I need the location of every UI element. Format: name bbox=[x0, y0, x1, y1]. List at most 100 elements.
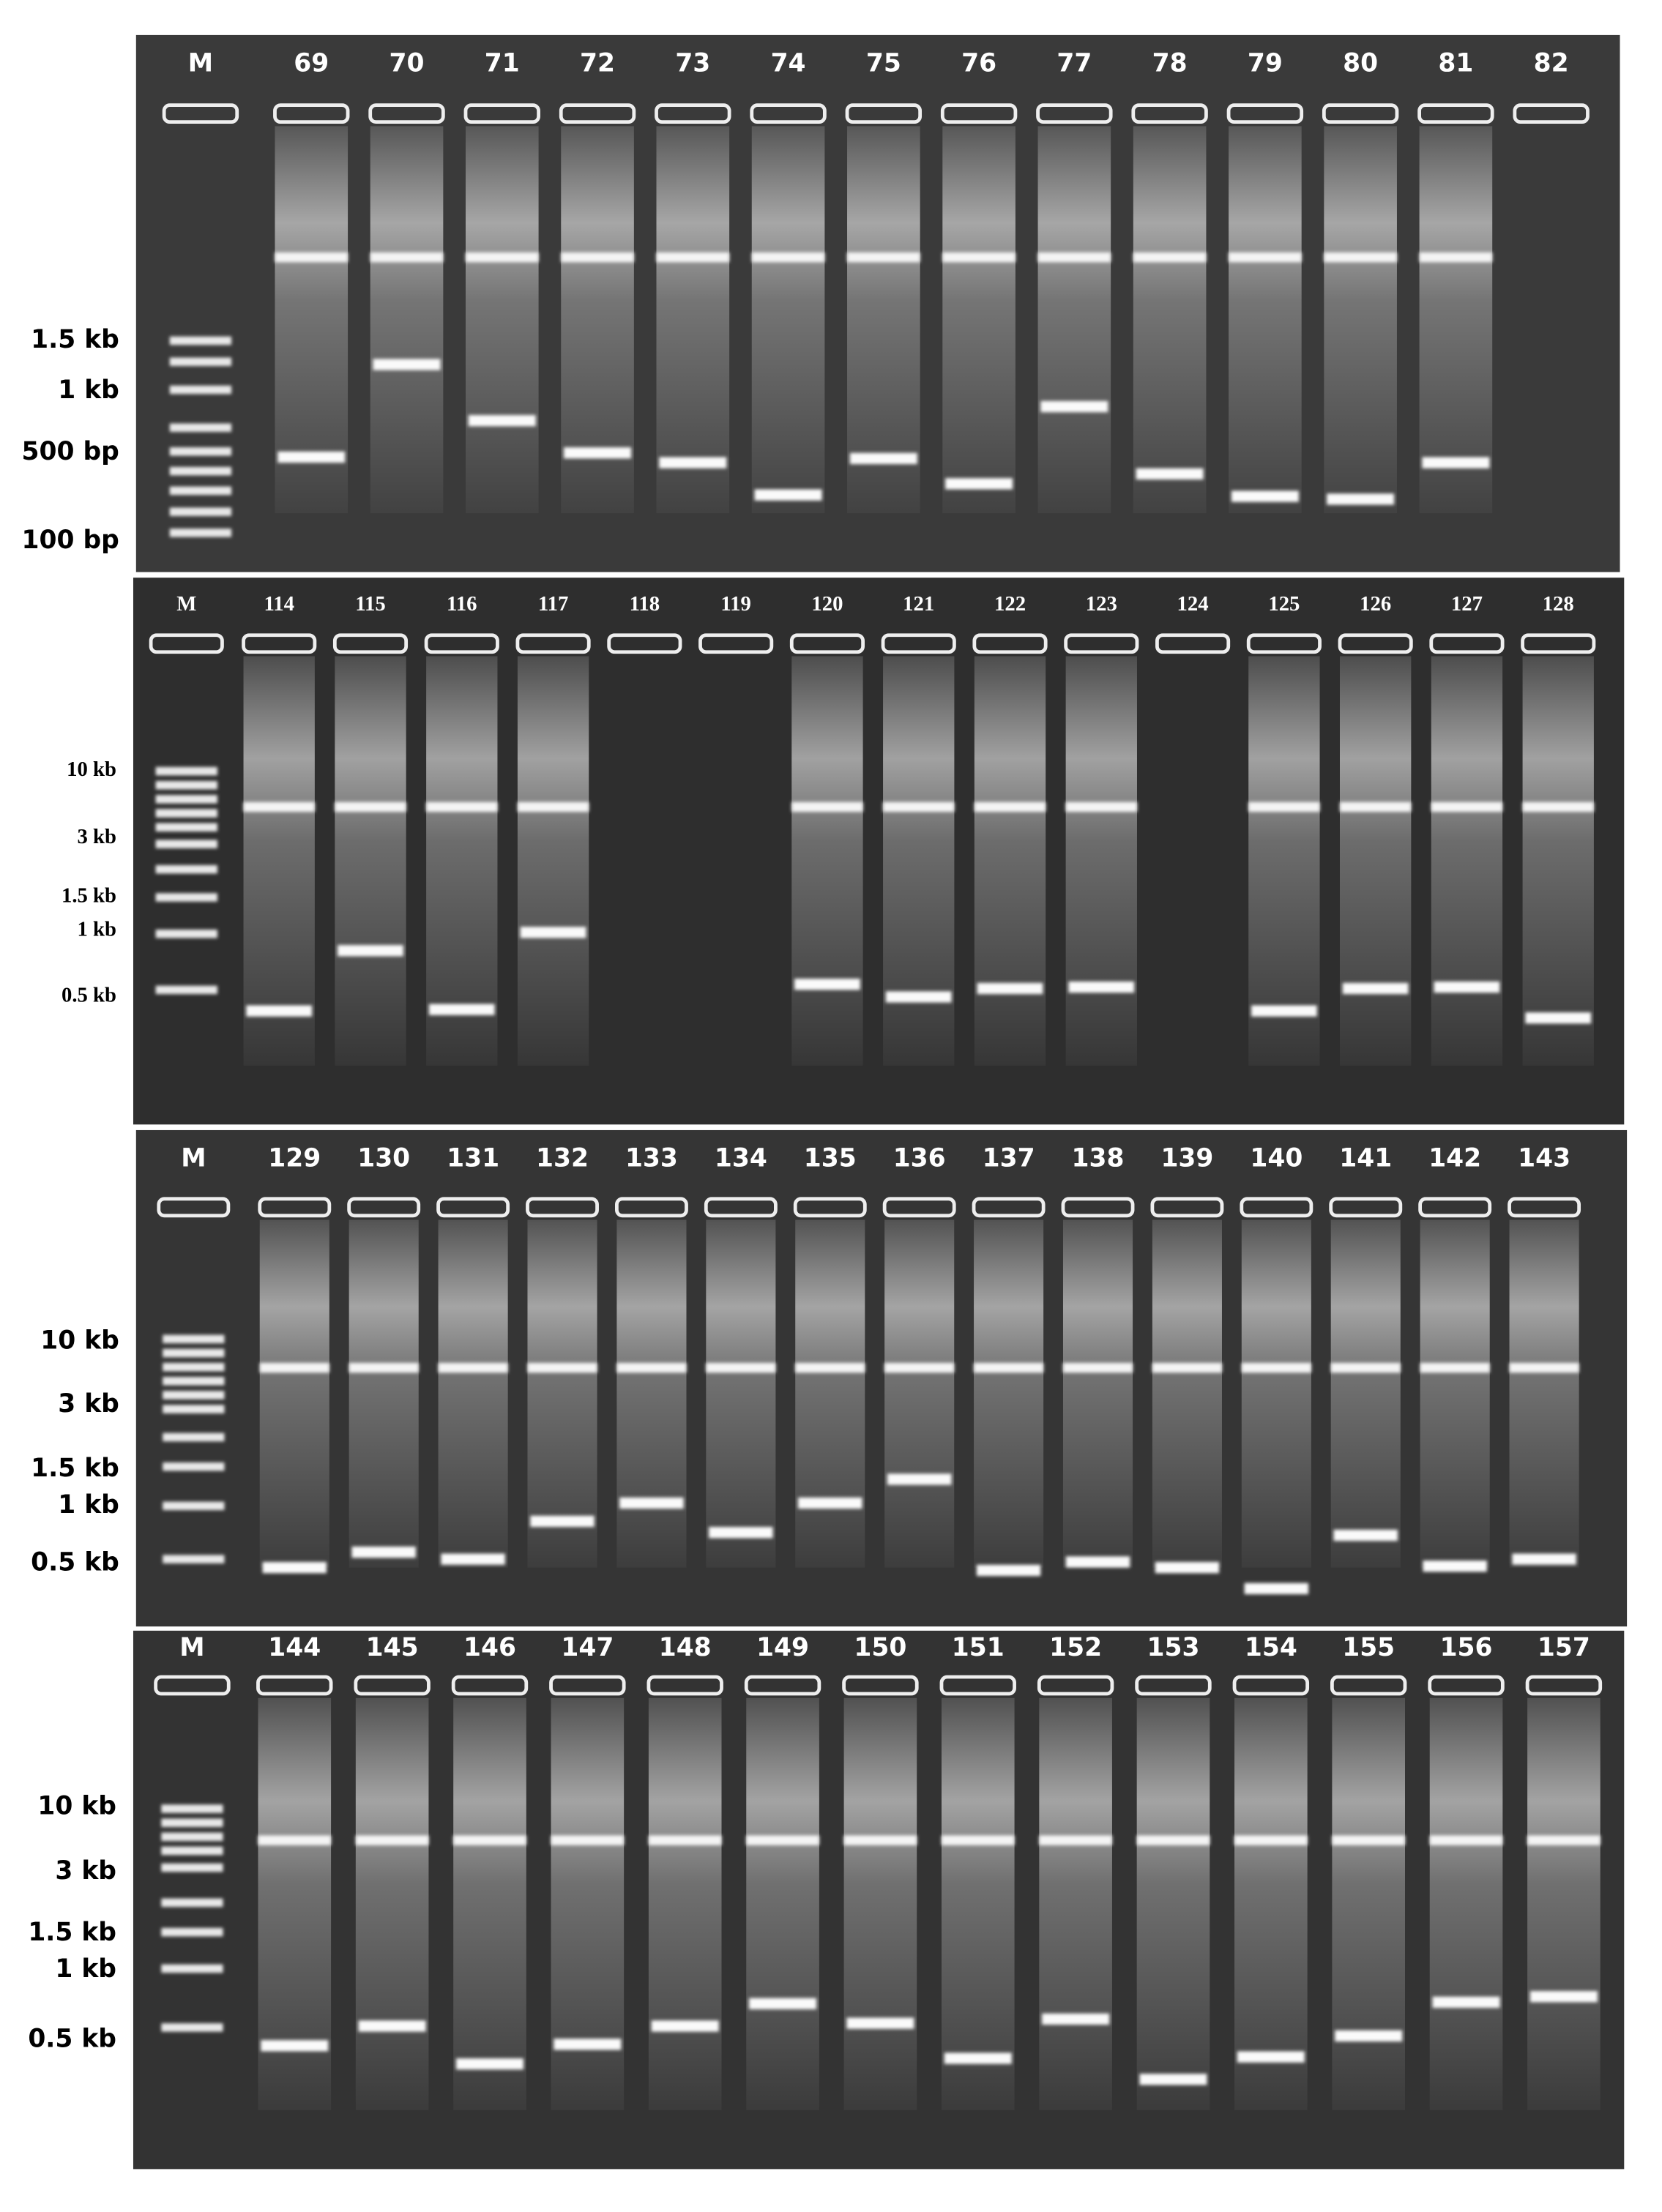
lane-label: 78 bbox=[1152, 49, 1188, 78]
pcr-band bbox=[619, 1497, 684, 1509]
dna-smear bbox=[370, 126, 444, 514]
genomic-band bbox=[259, 1362, 329, 1373]
genomic-band bbox=[349, 1362, 419, 1373]
lane-label: 133 bbox=[625, 1144, 678, 1173]
dna-smear bbox=[259, 1219, 329, 1568]
well bbox=[1150, 1197, 1224, 1218]
lane-label: 71 bbox=[485, 49, 520, 78]
well bbox=[1428, 1675, 1505, 1696]
pcr-band bbox=[456, 2058, 523, 2070]
genomic-band bbox=[527, 1362, 597, 1373]
genomic-band bbox=[648, 1835, 722, 1845]
size-label: 1 kb bbox=[58, 1490, 119, 1520]
ladder-band bbox=[163, 1555, 225, 1563]
pcr-band bbox=[1512, 1553, 1576, 1565]
size-label: 500 bp bbox=[22, 437, 119, 466]
genomic-band bbox=[883, 802, 955, 812]
gel-panel: M 114 115 116 117 118 119 120 121 122 123 124 125 126… bbox=[62, 578, 1625, 1125]
dna-smear bbox=[1509, 1219, 1579, 1568]
size-label: 3 kb bbox=[55, 1856, 116, 1886]
pcr-band bbox=[846, 2017, 914, 2029]
dna-smear bbox=[616, 1219, 687, 1568]
ladder-band bbox=[169, 336, 232, 345]
pcr-band bbox=[246, 1005, 313, 1017]
pcr-band bbox=[1327, 493, 1395, 505]
genomic-band bbox=[1039, 1835, 1112, 1845]
lane-label: 145 bbox=[366, 1633, 419, 1662]
size-label: 1.5 kb bbox=[28, 1918, 116, 1947]
ladder-band bbox=[155, 823, 217, 832]
pcr-band bbox=[749, 1998, 817, 2010]
lane-label: 139 bbox=[1160, 1144, 1213, 1173]
dna-smear bbox=[751, 126, 825, 514]
well bbox=[1061, 1197, 1135, 1218]
well bbox=[1246, 633, 1322, 654]
dna-smear bbox=[648, 1697, 722, 2110]
dna-smear bbox=[1037, 126, 1111, 514]
genomic-band bbox=[1330, 1362, 1401, 1373]
ladder-band bbox=[163, 1405, 225, 1413]
ladder-band bbox=[163, 1501, 225, 1511]
genomic-band bbox=[1522, 802, 1594, 812]
lane-label: 124 bbox=[1177, 592, 1209, 616]
lane-label: 119 bbox=[720, 592, 751, 616]
lane-label: 80 bbox=[1343, 49, 1378, 78]
dna-smear bbox=[942, 126, 1016, 514]
ladder-band bbox=[161, 1964, 223, 1973]
pcr-band bbox=[1335, 2030, 1403, 2042]
dna-smear bbox=[1332, 1697, 1406, 2110]
ladder-band bbox=[161, 1804, 223, 1813]
lane-label: 157 bbox=[1538, 1633, 1590, 1662]
well bbox=[789, 633, 865, 654]
lane-label: 138 bbox=[1072, 1144, 1125, 1173]
dna-smear bbox=[275, 126, 349, 514]
lane-label: M bbox=[181, 1144, 206, 1173]
dna-smear bbox=[1065, 656, 1137, 1066]
lane-label: 81 bbox=[1438, 49, 1473, 78]
well bbox=[242, 633, 317, 654]
ladder-band bbox=[161, 1898, 223, 1908]
lane-label: 129 bbox=[268, 1144, 321, 1173]
dna-smear bbox=[1234, 1697, 1308, 2110]
ladder-band bbox=[163, 1462, 225, 1471]
pcr-band bbox=[1237, 2051, 1305, 2063]
lane-label: 151 bbox=[952, 1633, 1005, 1662]
genomic-band bbox=[1065, 802, 1137, 812]
well bbox=[607, 633, 682, 654]
lane-label: 147 bbox=[561, 1633, 614, 1662]
lane-label: 125 bbox=[1268, 592, 1300, 616]
dna-smear bbox=[1062, 1219, 1133, 1568]
dna-smear bbox=[884, 1219, 955, 1568]
well bbox=[1525, 1675, 1603, 1696]
lane-label: 130 bbox=[357, 1144, 410, 1173]
genomic-band bbox=[561, 252, 634, 263]
well bbox=[1135, 1675, 1212, 1696]
genomic-band bbox=[751, 252, 825, 263]
dna-smear bbox=[426, 656, 498, 1066]
genomic-band bbox=[1062, 1362, 1133, 1373]
ladder-band bbox=[169, 528, 232, 537]
pcr-band bbox=[849, 452, 917, 465]
genomic-band bbox=[453, 1835, 526, 1845]
genomic-band bbox=[843, 1835, 917, 1845]
well bbox=[655, 103, 731, 124]
lane-label: 117 bbox=[538, 592, 569, 616]
lane-label: 118 bbox=[630, 592, 660, 616]
dna-smear bbox=[974, 1219, 1044, 1568]
pcr-band bbox=[945, 478, 1013, 490]
well bbox=[436, 1197, 510, 1218]
dna-smear bbox=[746, 1697, 819, 2110]
size-label: 1 kb bbox=[58, 375, 119, 405]
lane-label: 154 bbox=[1245, 1633, 1297, 1662]
ladder-band bbox=[163, 1334, 225, 1344]
lane-label: 142 bbox=[1428, 1144, 1481, 1173]
lane-label: M bbox=[188, 49, 213, 78]
ladder-band bbox=[163, 1432, 225, 1442]
dna-smear bbox=[335, 656, 406, 1066]
genomic-band bbox=[791, 802, 863, 812]
genomic-band bbox=[1431, 802, 1503, 812]
ladder-band bbox=[169, 357, 232, 366]
well bbox=[347, 1197, 421, 1218]
well bbox=[698, 633, 774, 654]
